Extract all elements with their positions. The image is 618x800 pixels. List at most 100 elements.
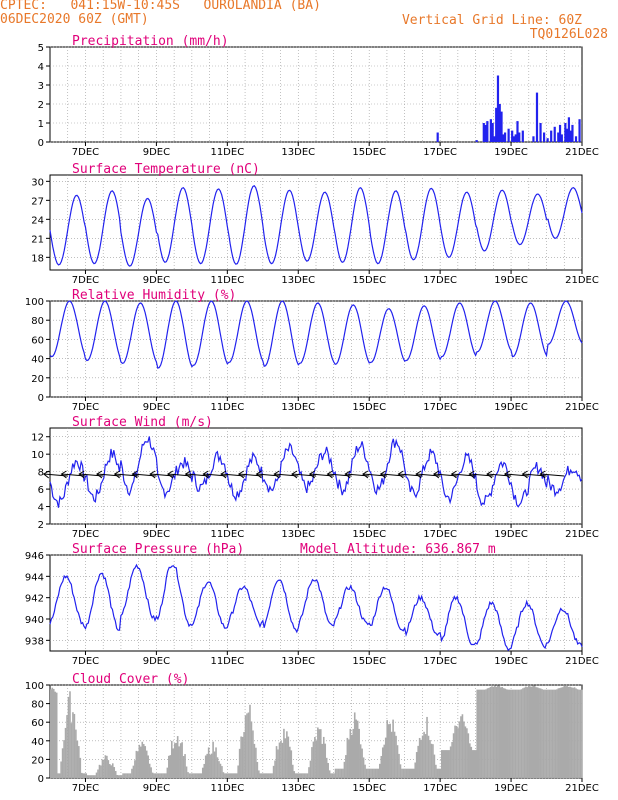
panel-title: Surface Pressure (hPa) — [72, 542, 244, 557]
cloud-bar — [567, 686, 570, 778]
cloud-bar — [492, 686, 495, 778]
cloud-bar — [556, 689, 558, 778]
cloud-bar — [386, 720, 388, 778]
panel-annotation: Model Altitude: 636.867 m — [300, 542, 496, 557]
precip-bar — [567, 117, 571, 142]
precip-bar — [489, 119, 492, 142]
cloud-bar — [263, 773, 266, 778]
wind-arrow-head — [344, 470, 351, 479]
cloud-bar — [500, 687, 502, 778]
cloud-bar — [516, 689, 518, 778]
wind-arrow-head — [60, 470, 67, 479]
cloud-bar — [80, 772, 83, 778]
cloud-bar — [76, 740, 79, 778]
cloud-bar — [75, 729, 77, 778]
cloud-bar — [424, 734, 427, 778]
y-tick-label: 21 — [31, 234, 44, 245]
cloud-bar — [165, 773, 167, 778]
precip-bar — [498, 104, 501, 142]
cloud-bar — [371, 768, 374, 778]
cloud-bar — [511, 689, 514, 778]
y-tick-label: 10 — [31, 450, 44, 461]
cloud-bar — [539, 688, 542, 778]
cloud-bar — [269, 773, 272, 778]
x-tick-label: 9DEC — [143, 402, 170, 413]
x-tick-label: 7DEC — [72, 147, 99, 158]
precip-bar — [571, 124, 574, 142]
precip-bar — [560, 134, 563, 142]
precip-bar — [491, 123, 494, 142]
precip-bar — [495, 107, 498, 142]
x-tick-label: 15DEC — [352, 656, 386, 667]
cloud-bar — [82, 773, 85, 778]
x-tick-label: 13DEC — [281, 147, 315, 158]
cloud-bar — [426, 716, 428, 778]
cloud-bar — [126, 773, 129, 778]
wind-arrow-head — [291, 470, 298, 479]
precip-bar — [436, 132, 439, 142]
cloud-bar — [289, 746, 291, 778]
cloud-bar — [178, 746, 180, 778]
cloud-bar — [190, 773, 192, 778]
cloud-bar — [132, 765, 135, 778]
cloud-bar — [120, 775, 123, 778]
y-tick-label: 940 — [25, 615, 44, 626]
cloud-bar — [427, 735, 430, 778]
cloud-bar — [402, 768, 405, 778]
precip-bar — [569, 130, 572, 142]
cloud-bar — [179, 743, 182, 778]
cloud-bar — [482, 689, 484, 778]
cloud-bar — [455, 725, 458, 778]
x-tick-label: 11DEC — [210, 275, 244, 286]
cloud-bar — [66, 715, 68, 778]
cloud-bar — [458, 721, 461, 778]
x-tick-label: 21DEC — [565, 147, 599, 158]
x-tick-label: 15DEC — [352, 147, 386, 158]
model-code: TQ0126L028 — [529, 27, 608, 42]
cloud-bar — [467, 733, 470, 778]
cloud-bar — [368, 768, 371, 778]
cloud-bar — [514, 689, 517, 778]
x-tick-label: 17DEC — [423, 529, 457, 540]
cloud-bar — [255, 747, 257, 778]
cloud-bar — [277, 749, 279, 778]
y-tick-label: 944 — [25, 572, 44, 583]
cloud-bar — [92, 775, 95, 778]
y-tick-label: 8 — [38, 468, 44, 479]
cloud-bar — [405, 768, 408, 778]
cloud-bar — [443, 750, 446, 778]
cloud-bar — [129, 773, 132, 778]
precip-bar — [516, 121, 519, 142]
wind-arrow-head — [202, 470, 209, 479]
cloud-bar — [57, 773, 59, 778]
cloud-bar — [142, 744, 145, 778]
cloud-bar — [94, 775, 96, 778]
cloud-bar — [262, 773, 265, 778]
cloud-bar — [541, 689, 543, 778]
cloud-bar — [173, 743, 176, 778]
cloud-bar — [417, 745, 419, 778]
x-tick-label: 21DEC — [565, 529, 599, 540]
cloud-bar — [249, 704, 251, 778]
cloud-bar — [123, 773, 126, 778]
cloud-bar — [317, 727, 319, 778]
cloud-bar — [364, 764, 366, 778]
cloud-bar — [204, 755, 207, 778]
cloud-bar — [228, 773, 231, 778]
cloud-bar — [466, 728, 468, 778]
cloud-bar — [246, 713, 248, 778]
cloud-bar — [291, 764, 294, 778]
cloud-bar — [519, 689, 521, 778]
precip-bar — [564, 123, 567, 142]
cloud-bar — [449, 746, 452, 778]
cloud-bar — [314, 736, 316, 778]
cloud-bar — [309, 760, 312, 778]
cloud-bar — [232, 773, 235, 778]
cloud-bar — [535, 687, 538, 778]
cloud-bar — [147, 755, 149, 778]
cloud-bar — [275, 746, 278, 778]
cloud-bar — [278, 742, 281, 778]
precip-bar — [500, 111, 503, 142]
precip-bar — [542, 132, 546, 142]
wind-arrow — [540, 473, 565, 477]
